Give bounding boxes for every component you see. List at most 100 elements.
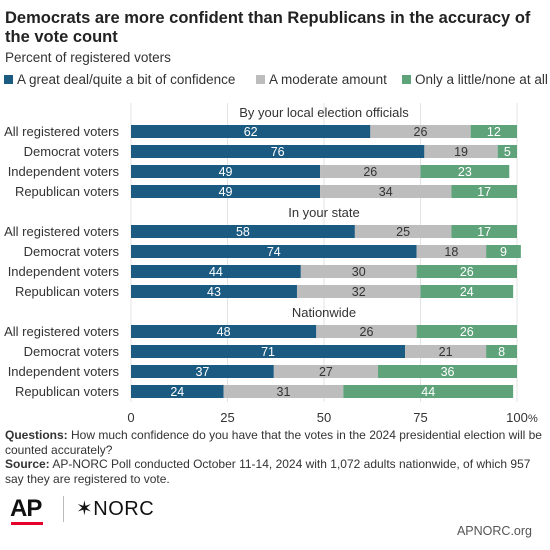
data-label: 5 (504, 145, 511, 159)
row-label: Democrat voters (24, 144, 120, 159)
logo-divider (63, 496, 64, 522)
site-url: APNORC.org (456, 524, 532, 538)
row-label: Republican voters (15, 384, 120, 399)
legend-item-great-deal: A great deal/quite a bit of confidence (4, 72, 235, 87)
bar-segment (131, 345, 406, 358)
bar-segment (416, 265, 517, 278)
row-label: All registered voters (4, 124, 119, 139)
data-label: 31 (277, 385, 291, 399)
bar-segment (131, 265, 301, 278)
legend-swatch-little-none (402, 75, 411, 84)
data-label: 8 (498, 345, 505, 359)
source-note: Source: AP-NORC Poll conducted October 1… (5, 457, 545, 486)
chart-subtitle: Percent of registered voters (5, 50, 171, 65)
legend: A great deal/quite a bit of confidence A… (0, 72, 550, 90)
stacked-bar-chart: By your local election officials All regi… (4, 103, 538, 425)
data-label: 27 (319, 365, 333, 379)
bar-segment (131, 225, 355, 238)
chart-title: Democrats are more confident than Republ… (5, 9, 531, 46)
bar-segment (343, 385, 514, 398)
bar-segment (420, 285, 514, 298)
data-label: 26 (460, 325, 474, 339)
data-label: 26 (414, 125, 428, 139)
bar-segment (405, 345, 487, 358)
legend-label-little-none: Only a little/none at all (415, 72, 548, 87)
data-label: 44 (209, 265, 223, 279)
group-title: Nationwide (292, 305, 356, 320)
bar-segment (131, 185, 321, 198)
bar-segment (378, 365, 517, 378)
questions-label: Questions: (5, 428, 68, 442)
legend-item-moderate: A moderate amount (256, 72, 387, 87)
bar-segment (300, 265, 417, 278)
data-label: 19 (454, 145, 468, 159)
x-tick-label: 75 (413, 410, 427, 425)
bar-segment (486, 245, 521, 258)
bar-segment (131, 245, 417, 258)
data-label: 37 (195, 365, 209, 379)
data-label: 23 (458, 165, 472, 179)
data-label: 76 (271, 145, 285, 159)
bar-segment (370, 125, 471, 138)
x-tick-label: 100 (506, 410, 528, 425)
bar-segment (131, 285, 297, 298)
row-label: Republican voters (15, 284, 120, 299)
group-title: By your local election officials (239, 105, 409, 120)
x-tick-label: 50 (317, 410, 331, 425)
data-label: 49 (219, 185, 233, 199)
data-label: 34 (379, 185, 393, 199)
x-tick-label: 0 (127, 410, 134, 425)
data-label: 36 (441, 365, 455, 379)
bar-segment (131, 165, 321, 178)
row-label: Independent voters (8, 264, 120, 279)
data-label: 18 (444, 245, 458, 259)
data-label: 62 (244, 125, 258, 139)
data-label: 17 (477, 225, 491, 239)
row-label: All registered voters (4, 324, 119, 339)
bar-segment (424, 145, 498, 158)
source-label: Source: (5, 457, 50, 471)
bar-segment (131, 125, 371, 138)
ap-logo-underline (11, 522, 43, 525)
ap-logo-text: AP (10, 495, 42, 522)
data-label: 43 (207, 285, 221, 299)
footer: AP ✶NORC APNORC.org (0, 490, 550, 550)
bar-segment (420, 165, 510, 178)
bar-segment (354, 225, 452, 238)
data-label: 24 (170, 385, 184, 399)
data-label: 24 (460, 285, 474, 299)
group-title: In your state (288, 205, 360, 220)
data-label: 12 (487, 125, 501, 139)
bar-segment (451, 185, 517, 198)
data-label: 9 (500, 245, 507, 259)
bar-segment (416, 325, 517, 338)
bar-segment (486, 345, 517, 358)
row-label: Independent voters (8, 164, 120, 179)
source-text: AP-NORC Poll conducted October 11-14, 20… (5, 457, 531, 486)
data-label: 21 (439, 345, 453, 359)
ap-logo: AP (10, 495, 43, 525)
norc-logo: ✶NORC (76, 498, 155, 520)
row-label: All registered voters (4, 224, 119, 239)
legend-swatch-great-deal (4, 75, 13, 84)
data-label: 58 (236, 225, 250, 239)
row-label: Independent voters (8, 364, 120, 379)
data-label: 44 (421, 385, 435, 399)
bar-segment (497, 145, 517, 158)
data-label: 30 (352, 265, 366, 279)
x-tick-unit: % (528, 413, 538, 425)
questions-text: How much confidence do you have that the… (5, 428, 542, 457)
bar-segment (320, 165, 421, 178)
data-label: 26 (363, 165, 377, 179)
data-label: 71 (261, 345, 275, 359)
bar-segment (131, 325, 317, 338)
row-label: Democrat voters (24, 344, 120, 359)
bar-segment (273, 365, 379, 378)
data-label: 17 (477, 185, 491, 199)
data-label: 26 (360, 325, 374, 339)
data-label: 26 (460, 265, 474, 279)
questions-note: Questions: How much confidence do you ha… (5, 428, 545, 457)
bar-segment (131, 145, 425, 158)
data-label: 74 (267, 245, 281, 259)
data-label: 25 (396, 225, 410, 239)
